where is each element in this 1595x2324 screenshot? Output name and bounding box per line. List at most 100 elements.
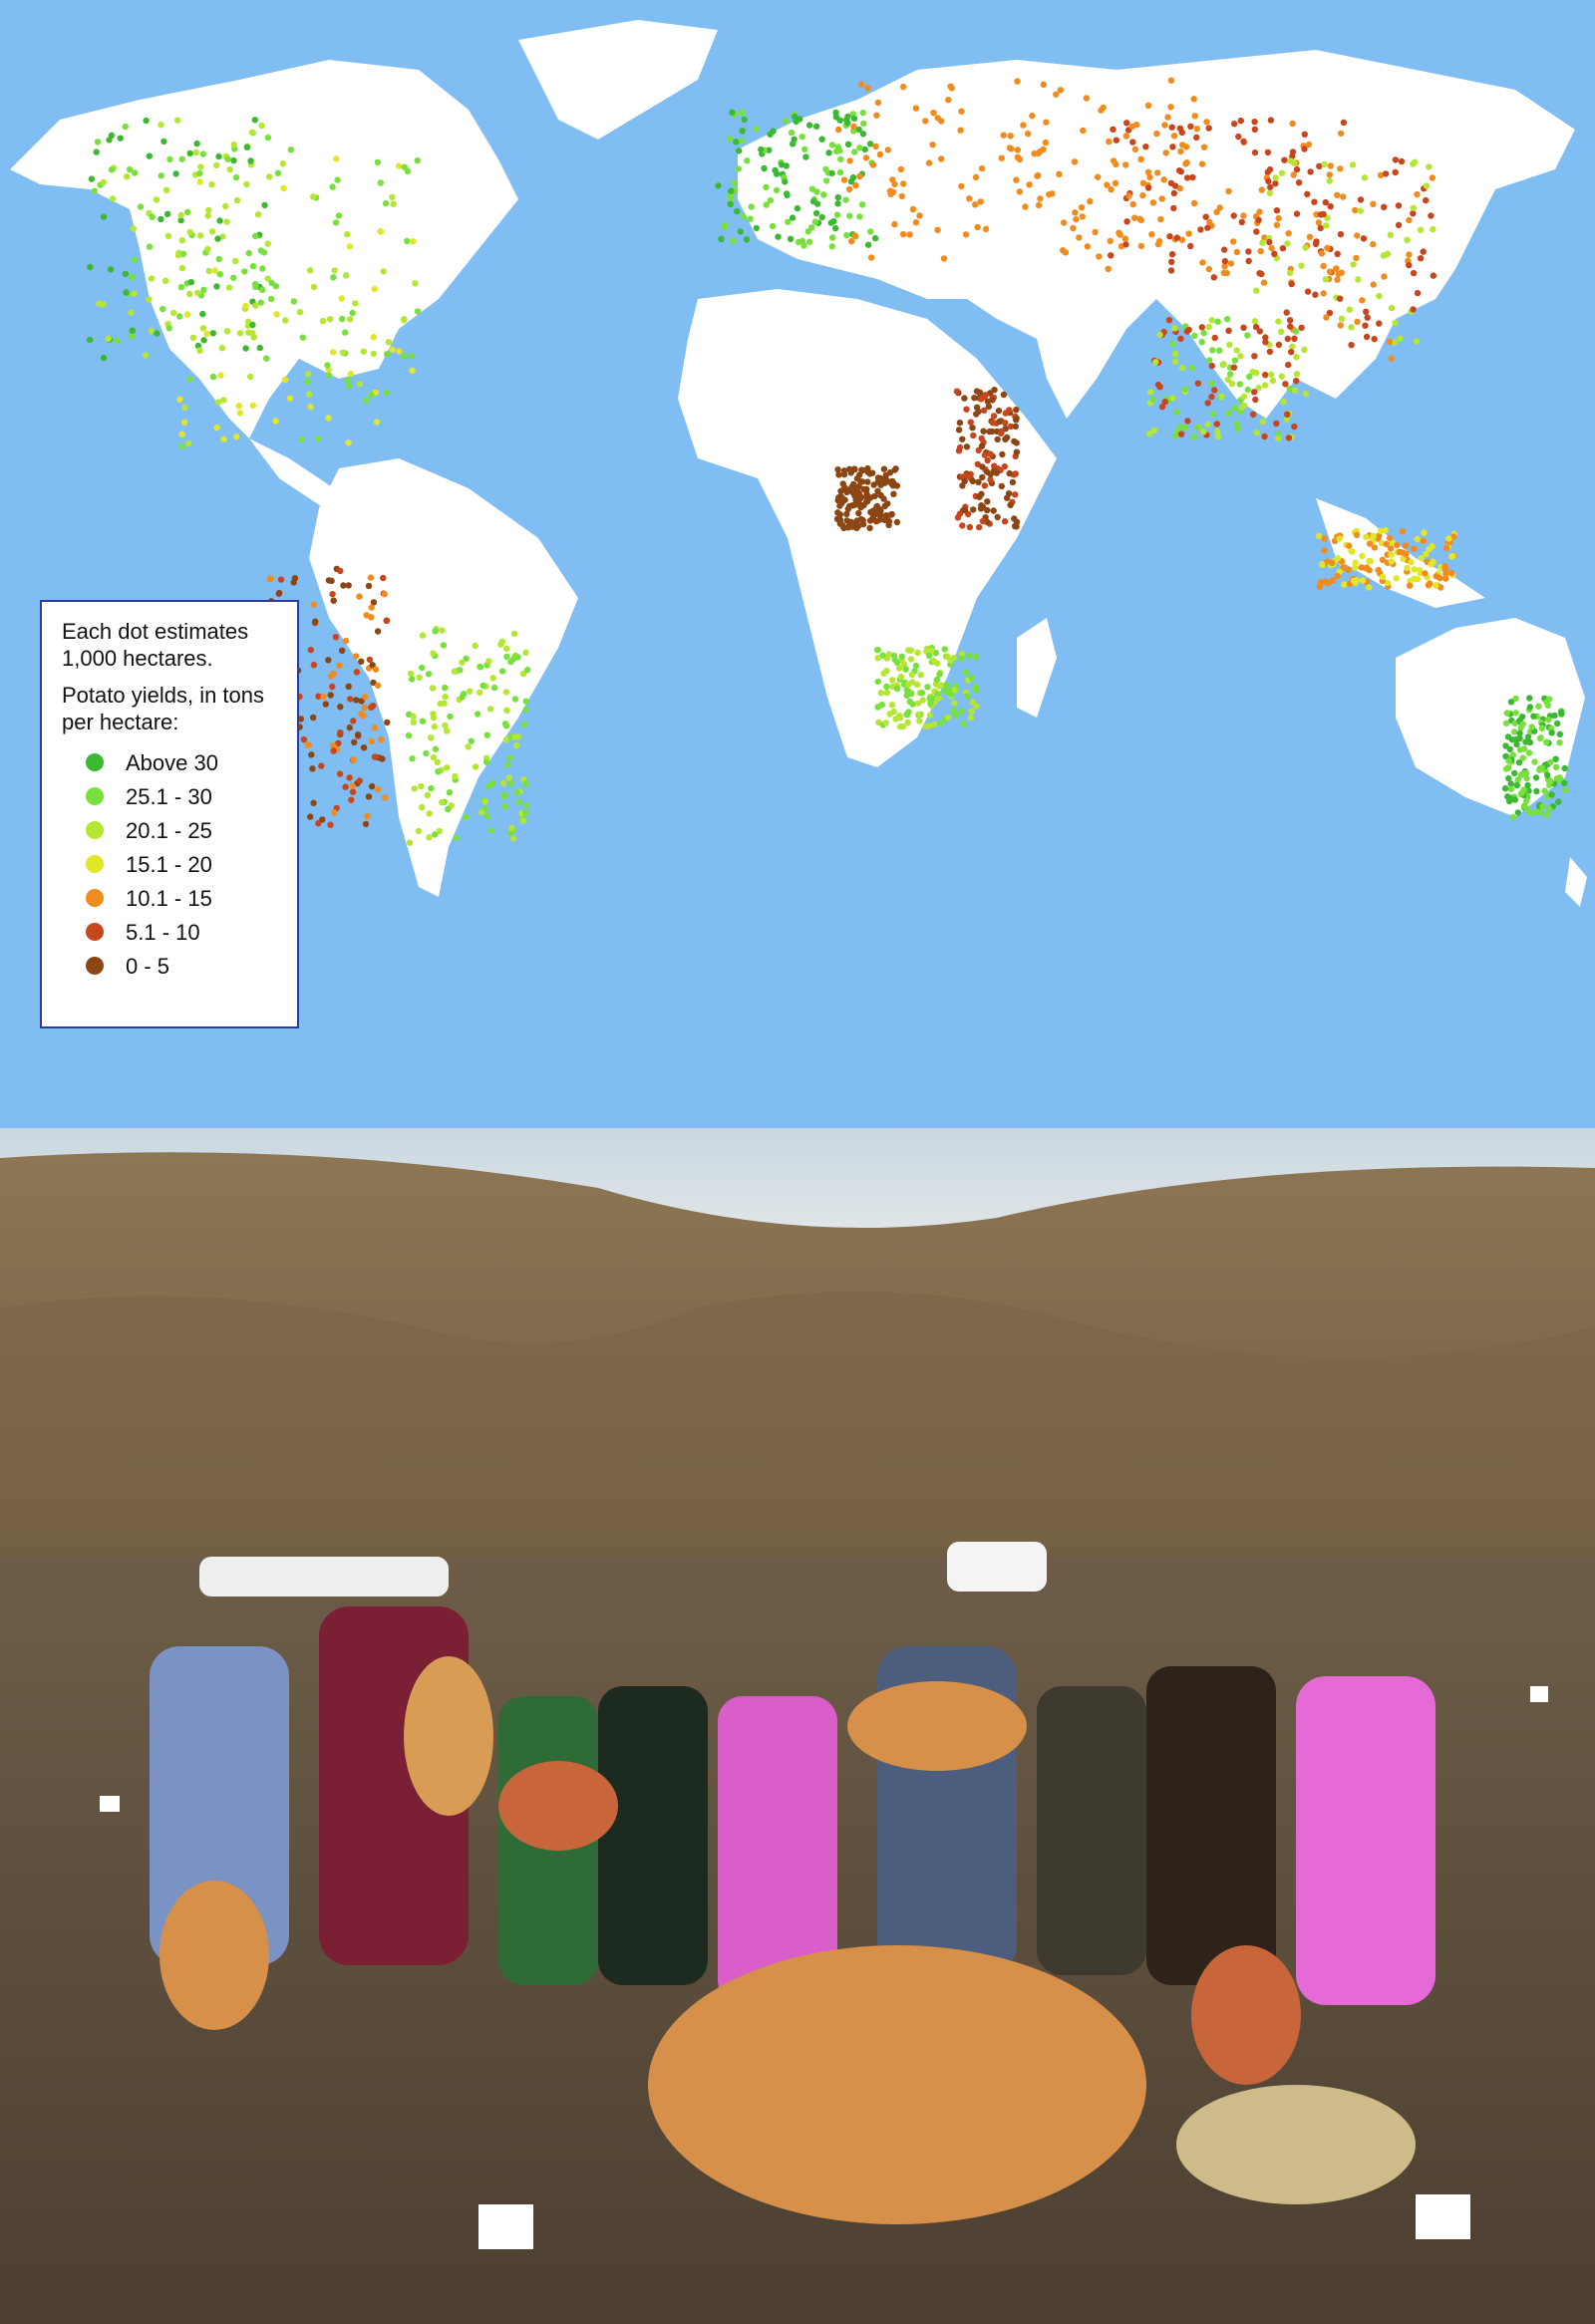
yield-dot [1410, 210, 1417, 217]
yield-dot [984, 456, 991, 464]
yield-dot [330, 671, 337, 678]
field-sign [1416, 2194, 1470, 2239]
yield-dot [261, 201, 268, 209]
yield-dot [1206, 218, 1213, 226]
yield-dot [86, 336, 94, 344]
yield-dot [158, 172, 164, 179]
yield-dot [200, 337, 207, 344]
yield-dot [1327, 203, 1334, 210]
yield-dot [905, 709, 912, 716]
potato-yield-world-map: Each dot estimates 1,000 hectares. Potat… [0, 0, 1595, 1128]
yield-dot [1250, 411, 1257, 419]
yield-dot [1233, 248, 1241, 256]
legend-note: Each dot estimates 1,000 hectares. [62, 619, 249, 671]
yield-dot [1181, 425, 1189, 432]
yield-dot [1388, 355, 1395, 362]
yield-dot [342, 637, 350, 645]
yield-dot [1205, 323, 1212, 331]
yield-dot [775, 233, 782, 240]
white-sack-center [947, 1542, 1047, 1592]
yield-dot [863, 498, 870, 505]
yield-dot [498, 638, 505, 645]
yield-dot [345, 439, 352, 446]
yield-dot [310, 799, 317, 806]
yield-dot [983, 468, 991, 475]
yield-dot [307, 404, 314, 411]
yield-dot [933, 676, 940, 684]
yield-dot [1337, 322, 1345, 329]
yield-dot [1320, 262, 1327, 270]
yield-dot [855, 483, 862, 490]
yield-dot [1292, 328, 1300, 335]
yield-dot [852, 181, 859, 189]
yield-dot [520, 721, 528, 727]
yield-dot [1379, 556, 1387, 563]
yield-dot [1350, 261, 1357, 268]
yield-dot [1014, 78, 1021, 85]
yield-dot [126, 165, 134, 173]
yield-dot [333, 155, 340, 162]
legend-swatch [86, 923, 104, 941]
yield-dot [100, 301, 107, 308]
yield-dot [1326, 309, 1334, 317]
yield-dot [1503, 710, 1510, 717]
yield-dot [1429, 542, 1436, 550]
yield-dot [1443, 544, 1450, 552]
yield-dot [360, 712, 367, 720]
yield-dot [1187, 242, 1194, 250]
yield-dot [522, 649, 529, 656]
yield-dot [1375, 566, 1382, 574]
yield-dot [185, 439, 192, 447]
yield-dot [453, 834, 460, 842]
yield-dot [1169, 395, 1176, 402]
yield-dot [319, 317, 327, 325]
yield-dot [158, 122, 164, 129]
yield-dot [929, 142, 936, 148]
yield-dot [1400, 555, 1407, 562]
yield-dot [1252, 396, 1259, 404]
yield-dot [415, 827, 422, 835]
yield-dot [1251, 318, 1259, 325]
yield-dot [851, 148, 858, 155]
yield-dot [1251, 119, 1258, 126]
yield-dot [873, 112, 880, 119]
yield-dot [435, 768, 442, 775]
yield-dot [1411, 575, 1419, 582]
yield-dot [372, 666, 380, 673]
yield-dot [925, 159, 933, 166]
yield-dot [172, 170, 179, 177]
yield-dot [336, 770, 344, 777]
yield-dot [503, 653, 510, 661]
yield-dot [1129, 139, 1136, 145]
yield-dot [1237, 353, 1244, 360]
yield-dot [137, 203, 145, 210]
yield-dot [220, 436, 227, 442]
yield-dot [957, 127, 964, 134]
yield-dot [1113, 137, 1120, 144]
yield-dot [199, 150, 206, 157]
yield-dot [1508, 736, 1516, 743]
yield-dot [1208, 393, 1215, 401]
yield-dot [1022, 203, 1029, 210]
yield-dot [1205, 265, 1213, 273]
yield-dot [331, 267, 338, 274]
yield-dot [329, 683, 336, 691]
yield-dot [1008, 145, 1015, 152]
yield-dot [1265, 177, 1272, 185]
yield-dot [443, 764, 451, 771]
yield-dot [211, 267, 218, 274]
yield-dot [1020, 122, 1027, 129]
yield-dot [834, 193, 841, 201]
yield-dot [1513, 781, 1521, 789]
yield-dot [396, 348, 403, 355]
yield-dot [836, 511, 843, 518]
yield-dot [783, 190, 791, 197]
yield-dot [1123, 218, 1130, 225]
yield-dot [143, 117, 150, 125]
yield-dot [916, 212, 923, 219]
yield-dot [1213, 421, 1221, 428]
yield-dot [748, 203, 755, 210]
yield-dot [1256, 328, 1264, 335]
yield-dot [114, 337, 121, 345]
potato-sack [404, 1656, 493, 1816]
